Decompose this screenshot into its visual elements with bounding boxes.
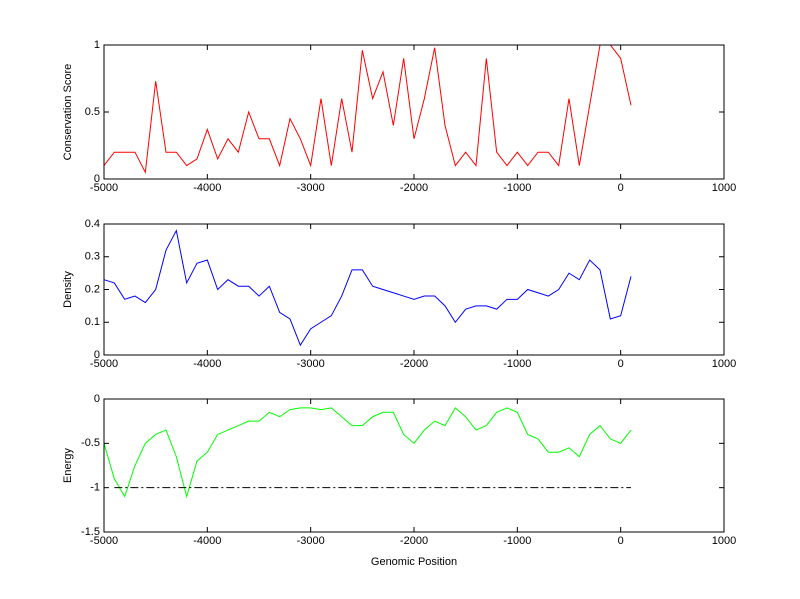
x-tick-label: 1000 xyxy=(712,535,736,547)
y-axis-label: Energy xyxy=(62,448,74,483)
y-tick-label: -1 xyxy=(90,482,100,494)
data-line xyxy=(103,44,632,174)
axes-background xyxy=(104,224,724,355)
x-tick-label: -4000 xyxy=(193,358,221,370)
y-axis-label: Density xyxy=(62,271,74,308)
x-tick-label: 0 xyxy=(618,358,624,370)
x-tick-label: -1000 xyxy=(503,358,531,370)
x-tick-label: -1000 xyxy=(503,182,531,194)
x-tick-label: 1000 xyxy=(712,358,736,370)
y-tick-label: 1 xyxy=(94,39,100,51)
x-tick-label: -1000 xyxy=(503,535,531,547)
axes-background xyxy=(104,45,724,179)
x-tick-label: -4000 xyxy=(193,182,221,194)
y-tick-label: 0 xyxy=(94,173,100,185)
x-tick-label: -3000 xyxy=(297,358,325,370)
x-tick-label: -3000 xyxy=(297,182,325,194)
y-tick-label: 0.4 xyxy=(85,218,100,230)
x-tick-label: -5000 xyxy=(90,182,118,194)
x-tick-label: 0 xyxy=(618,535,624,547)
y-tick-label: 0.2 xyxy=(85,283,100,295)
x-tick-label: -2000 xyxy=(400,535,428,547)
y-tick-label: -0.5 xyxy=(81,437,100,449)
y-tick-label: 0.3 xyxy=(85,251,100,263)
x-tick-label: -5000 xyxy=(90,535,118,547)
axes-background xyxy=(104,399,724,532)
y-tick-label: 0 xyxy=(94,349,100,361)
x-tick-label: 0 xyxy=(618,182,624,194)
y-axis-label: Conservation Score xyxy=(62,64,74,161)
x-tick-label: -3000 xyxy=(297,535,325,547)
y-tick-label: 0.5 xyxy=(85,106,100,118)
y-tick-label: 0.1 xyxy=(85,316,100,328)
y-tick-label: 0 xyxy=(94,393,100,405)
x-tick-label: -2000 xyxy=(400,358,428,370)
data-line xyxy=(103,229,632,347)
x-axis-label: Genomic Position xyxy=(371,556,457,568)
data-line xyxy=(103,407,632,499)
x-tick-label: 1000 xyxy=(712,182,736,194)
x-tick-label: -4000 xyxy=(193,535,221,547)
y-tick-label: -1.5 xyxy=(81,526,100,538)
x-tick-label: -5000 xyxy=(90,358,118,370)
x-tick-label: -2000 xyxy=(400,182,428,194)
